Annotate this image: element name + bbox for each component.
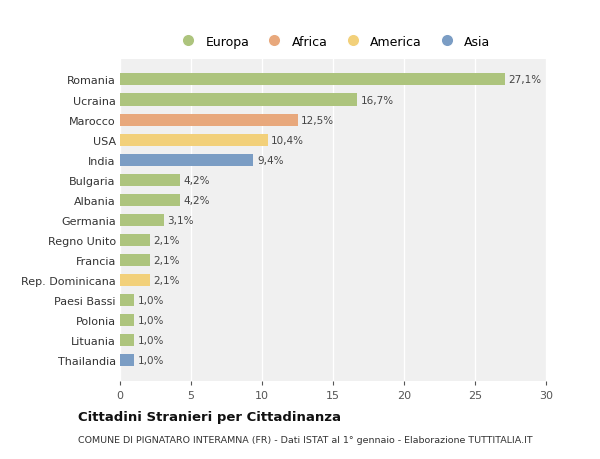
Bar <box>120 254 150 266</box>
Bar <box>120 235 150 246</box>
Text: Cittadini Stranieri per Cittadinanza: Cittadini Stranieri per Cittadinanza <box>78 410 341 423</box>
Bar <box>120 94 357 106</box>
Text: 10,4%: 10,4% <box>271 135 304 146</box>
Text: 9,4%: 9,4% <box>257 155 284 165</box>
Bar <box>120 314 134 326</box>
Bar <box>120 334 134 347</box>
Bar <box>120 354 134 366</box>
Text: COMUNE DI PIGNATARO INTERAMNA (FR) - Dati ISTAT al 1° gennaio - Elaborazione TUT: COMUNE DI PIGNATARO INTERAMNA (FR) - Dat… <box>78 435 533 443</box>
Text: 2,1%: 2,1% <box>154 235 180 245</box>
Bar <box>120 114 298 126</box>
Bar <box>120 134 268 146</box>
Bar <box>120 154 253 166</box>
Bar <box>120 74 505 86</box>
Bar <box>120 294 134 306</box>
Legend: Europa, Africa, America, Asia: Europa, Africa, America, Asia <box>170 31 496 54</box>
Bar <box>120 194 179 206</box>
Text: 12,5%: 12,5% <box>301 115 334 125</box>
Text: 4,2%: 4,2% <box>183 175 209 185</box>
Text: 4,2%: 4,2% <box>183 196 209 205</box>
Text: 1,0%: 1,0% <box>138 336 164 345</box>
Bar <box>120 214 164 226</box>
Text: 2,1%: 2,1% <box>154 255 180 265</box>
Text: 3,1%: 3,1% <box>167 215 194 225</box>
Text: 2,1%: 2,1% <box>154 275 180 285</box>
Text: 1,0%: 1,0% <box>138 355 164 365</box>
Bar <box>120 274 150 286</box>
Text: 16,7%: 16,7% <box>361 95 394 105</box>
Text: 1,0%: 1,0% <box>138 295 164 305</box>
Text: 27,1%: 27,1% <box>508 75 541 85</box>
Text: 1,0%: 1,0% <box>138 315 164 325</box>
Bar <box>120 174 179 186</box>
